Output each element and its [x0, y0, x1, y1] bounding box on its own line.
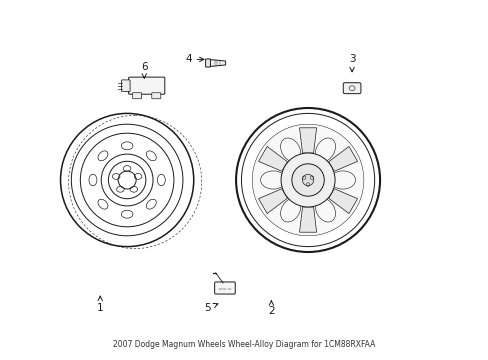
Ellipse shape: [269, 110, 313, 250]
FancyBboxPatch shape: [205, 59, 210, 67]
Ellipse shape: [302, 174, 313, 186]
Ellipse shape: [252, 124, 363, 236]
Polygon shape: [299, 207, 316, 232]
FancyBboxPatch shape: [343, 83, 360, 94]
FancyBboxPatch shape: [122, 80, 130, 91]
Text: 4: 4: [184, 54, 203, 64]
FancyBboxPatch shape: [132, 93, 142, 99]
Polygon shape: [328, 147, 357, 171]
Polygon shape: [258, 147, 287, 171]
Text: 6: 6: [141, 62, 147, 78]
Ellipse shape: [281, 153, 334, 207]
Text: 2: 2: [267, 301, 274, 316]
Text: 5: 5: [204, 303, 218, 313]
Polygon shape: [258, 189, 287, 213]
FancyBboxPatch shape: [128, 77, 164, 94]
Text: 2007 Dodge Magnum Wheels Wheel-Alloy Diagram for 1CM88RXFAA: 2007 Dodge Magnum Wheels Wheel-Alloy Dia…: [113, 340, 375, 349]
Text: 1: 1: [97, 296, 103, 313]
FancyBboxPatch shape: [151, 93, 161, 99]
Ellipse shape: [291, 164, 324, 196]
Polygon shape: [328, 189, 357, 213]
Text: 3: 3: [348, 54, 355, 72]
Ellipse shape: [241, 113, 374, 247]
FancyBboxPatch shape: [214, 282, 235, 294]
Polygon shape: [299, 128, 316, 153]
Ellipse shape: [236, 108, 379, 252]
Polygon shape: [209, 60, 225, 66]
